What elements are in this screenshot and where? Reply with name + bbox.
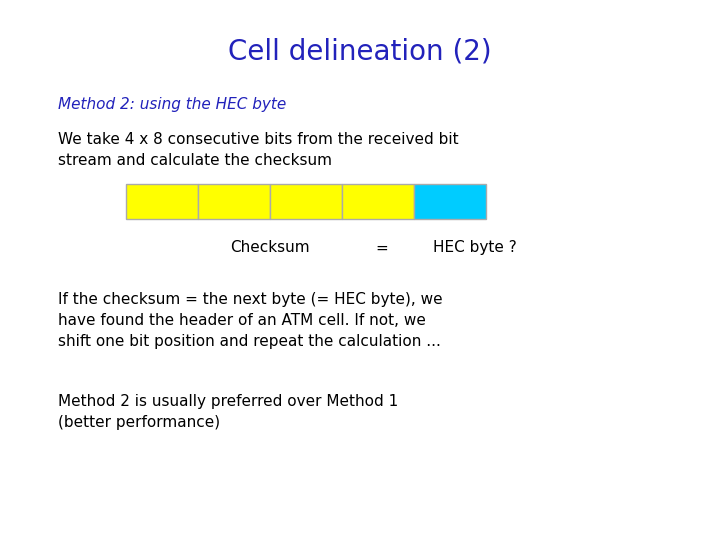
Text: HEC byte ?: HEC byte ? — [433, 240, 517, 255]
Bar — [342, 184, 414, 219]
Text: Cell delineation (2): Cell delineation (2) — [228, 38, 492, 66]
Text: If the checksum = the next byte (= HEC byte), we
have found the header of an ATM: If the checksum = the next byte (= HEC b… — [58, 292, 442, 349]
Text: Method 2 is usually preferred over Method 1
(better performance): Method 2 is usually preferred over Metho… — [58, 394, 398, 430]
Bar — [198, 184, 270, 219]
Bar — [270, 184, 342, 219]
Text: We take 4 x 8 consecutive bits from the received bit
stream and calculate the ch: We take 4 x 8 consecutive bits from the … — [58, 132, 458, 168]
Bar — [414, 184, 486, 219]
Text: Method 2: using the HEC byte: Method 2: using the HEC byte — [58, 97, 286, 112]
Bar — [126, 184, 198, 219]
Text: =: = — [375, 240, 388, 255]
Text: Checksum: Checksum — [230, 240, 310, 255]
